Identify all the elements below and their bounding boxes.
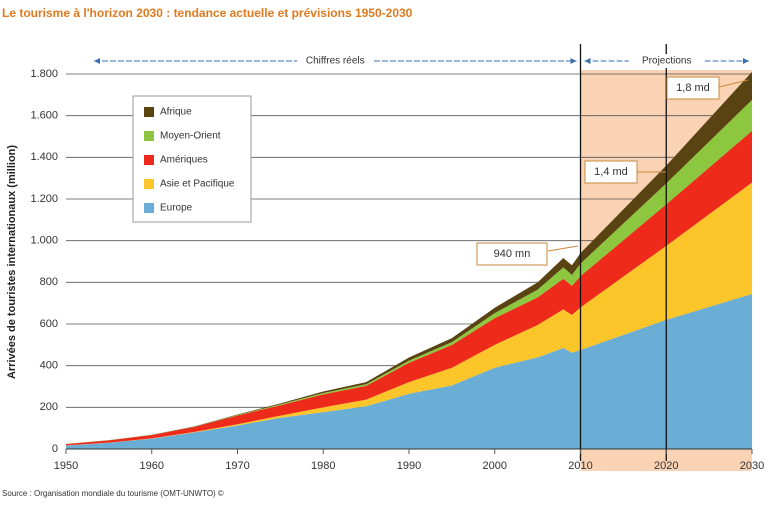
legend-label: Europe	[160, 203, 193, 214]
legend-label: Afrique	[160, 107, 192, 118]
legend-swatch	[144, 155, 154, 165]
callout-label: 1,8 md	[676, 82, 710, 94]
arrow-head	[94, 58, 100, 64]
callout-label: 940 mn	[494, 248, 531, 260]
y-tick-label: 800	[40, 276, 58, 288]
y-tick-label: 600	[40, 318, 58, 330]
legend-label: Moyen-Orient	[160, 131, 221, 142]
y-axis-label: Arrivées de touristes internationaux (mi…	[6, 145, 18, 379]
x-tick-label: 1950	[54, 460, 78, 472]
period-label-bg	[628, 54, 705, 68]
y-tick-label: 1.000	[30, 235, 58, 247]
area	[66, 182, 752, 446]
period-label: Chiffres réels	[306, 56, 365, 67]
period-label-bg	[297, 54, 374, 68]
period-label: Projections	[642, 56, 691, 67]
y-tick-label: 400	[40, 360, 58, 372]
x-tick-label: 1980	[311, 460, 335, 472]
callout-label: 1,4 md	[594, 166, 628, 178]
y-tick-label: 1.200	[30, 193, 58, 205]
source: Source : Organisation mondiale du touris…	[2, 489, 224, 498]
arrow-head	[743, 58, 749, 64]
x-tick-label: 2000	[483, 460, 507, 472]
x-tick-label: 2030	[740, 460, 764, 472]
arrow-head	[570, 58, 577, 64]
x-tick-label: 1970	[225, 460, 249, 472]
y-tick-label: 1.400	[30, 151, 58, 163]
x-tick-label: 2010	[568, 460, 592, 472]
legend-label: Asie et Pacifique	[160, 179, 235, 190]
callout-box	[666, 76, 720, 100]
legend-label: Amériques	[160, 155, 208, 166]
arrow-head	[584, 58, 591, 64]
callout-box	[476, 242, 548, 266]
y-tick-label: 200	[40, 401, 58, 413]
callout-leader	[718, 79, 749, 88]
legend-swatch	[144, 203, 154, 213]
chart-title: Le tourisme à l'horizon 2030 : tendance …	[2, 6, 413, 20]
callout-box	[584, 160, 638, 184]
x-tick-label: 2020	[654, 460, 678, 472]
x-tick-label: 1960	[140, 460, 164, 472]
legend-swatch	[144, 131, 154, 141]
y-tick-label: 1.800	[30, 68, 58, 80]
y-tick-label: 0	[52, 443, 58, 455]
y-tick-label: 1.600	[30, 110, 58, 122]
x-tick-label: 1990	[397, 460, 421, 472]
legend-swatch	[144, 179, 154, 189]
legend-swatch	[144, 107, 154, 117]
callout-leader	[547, 245, 579, 252]
